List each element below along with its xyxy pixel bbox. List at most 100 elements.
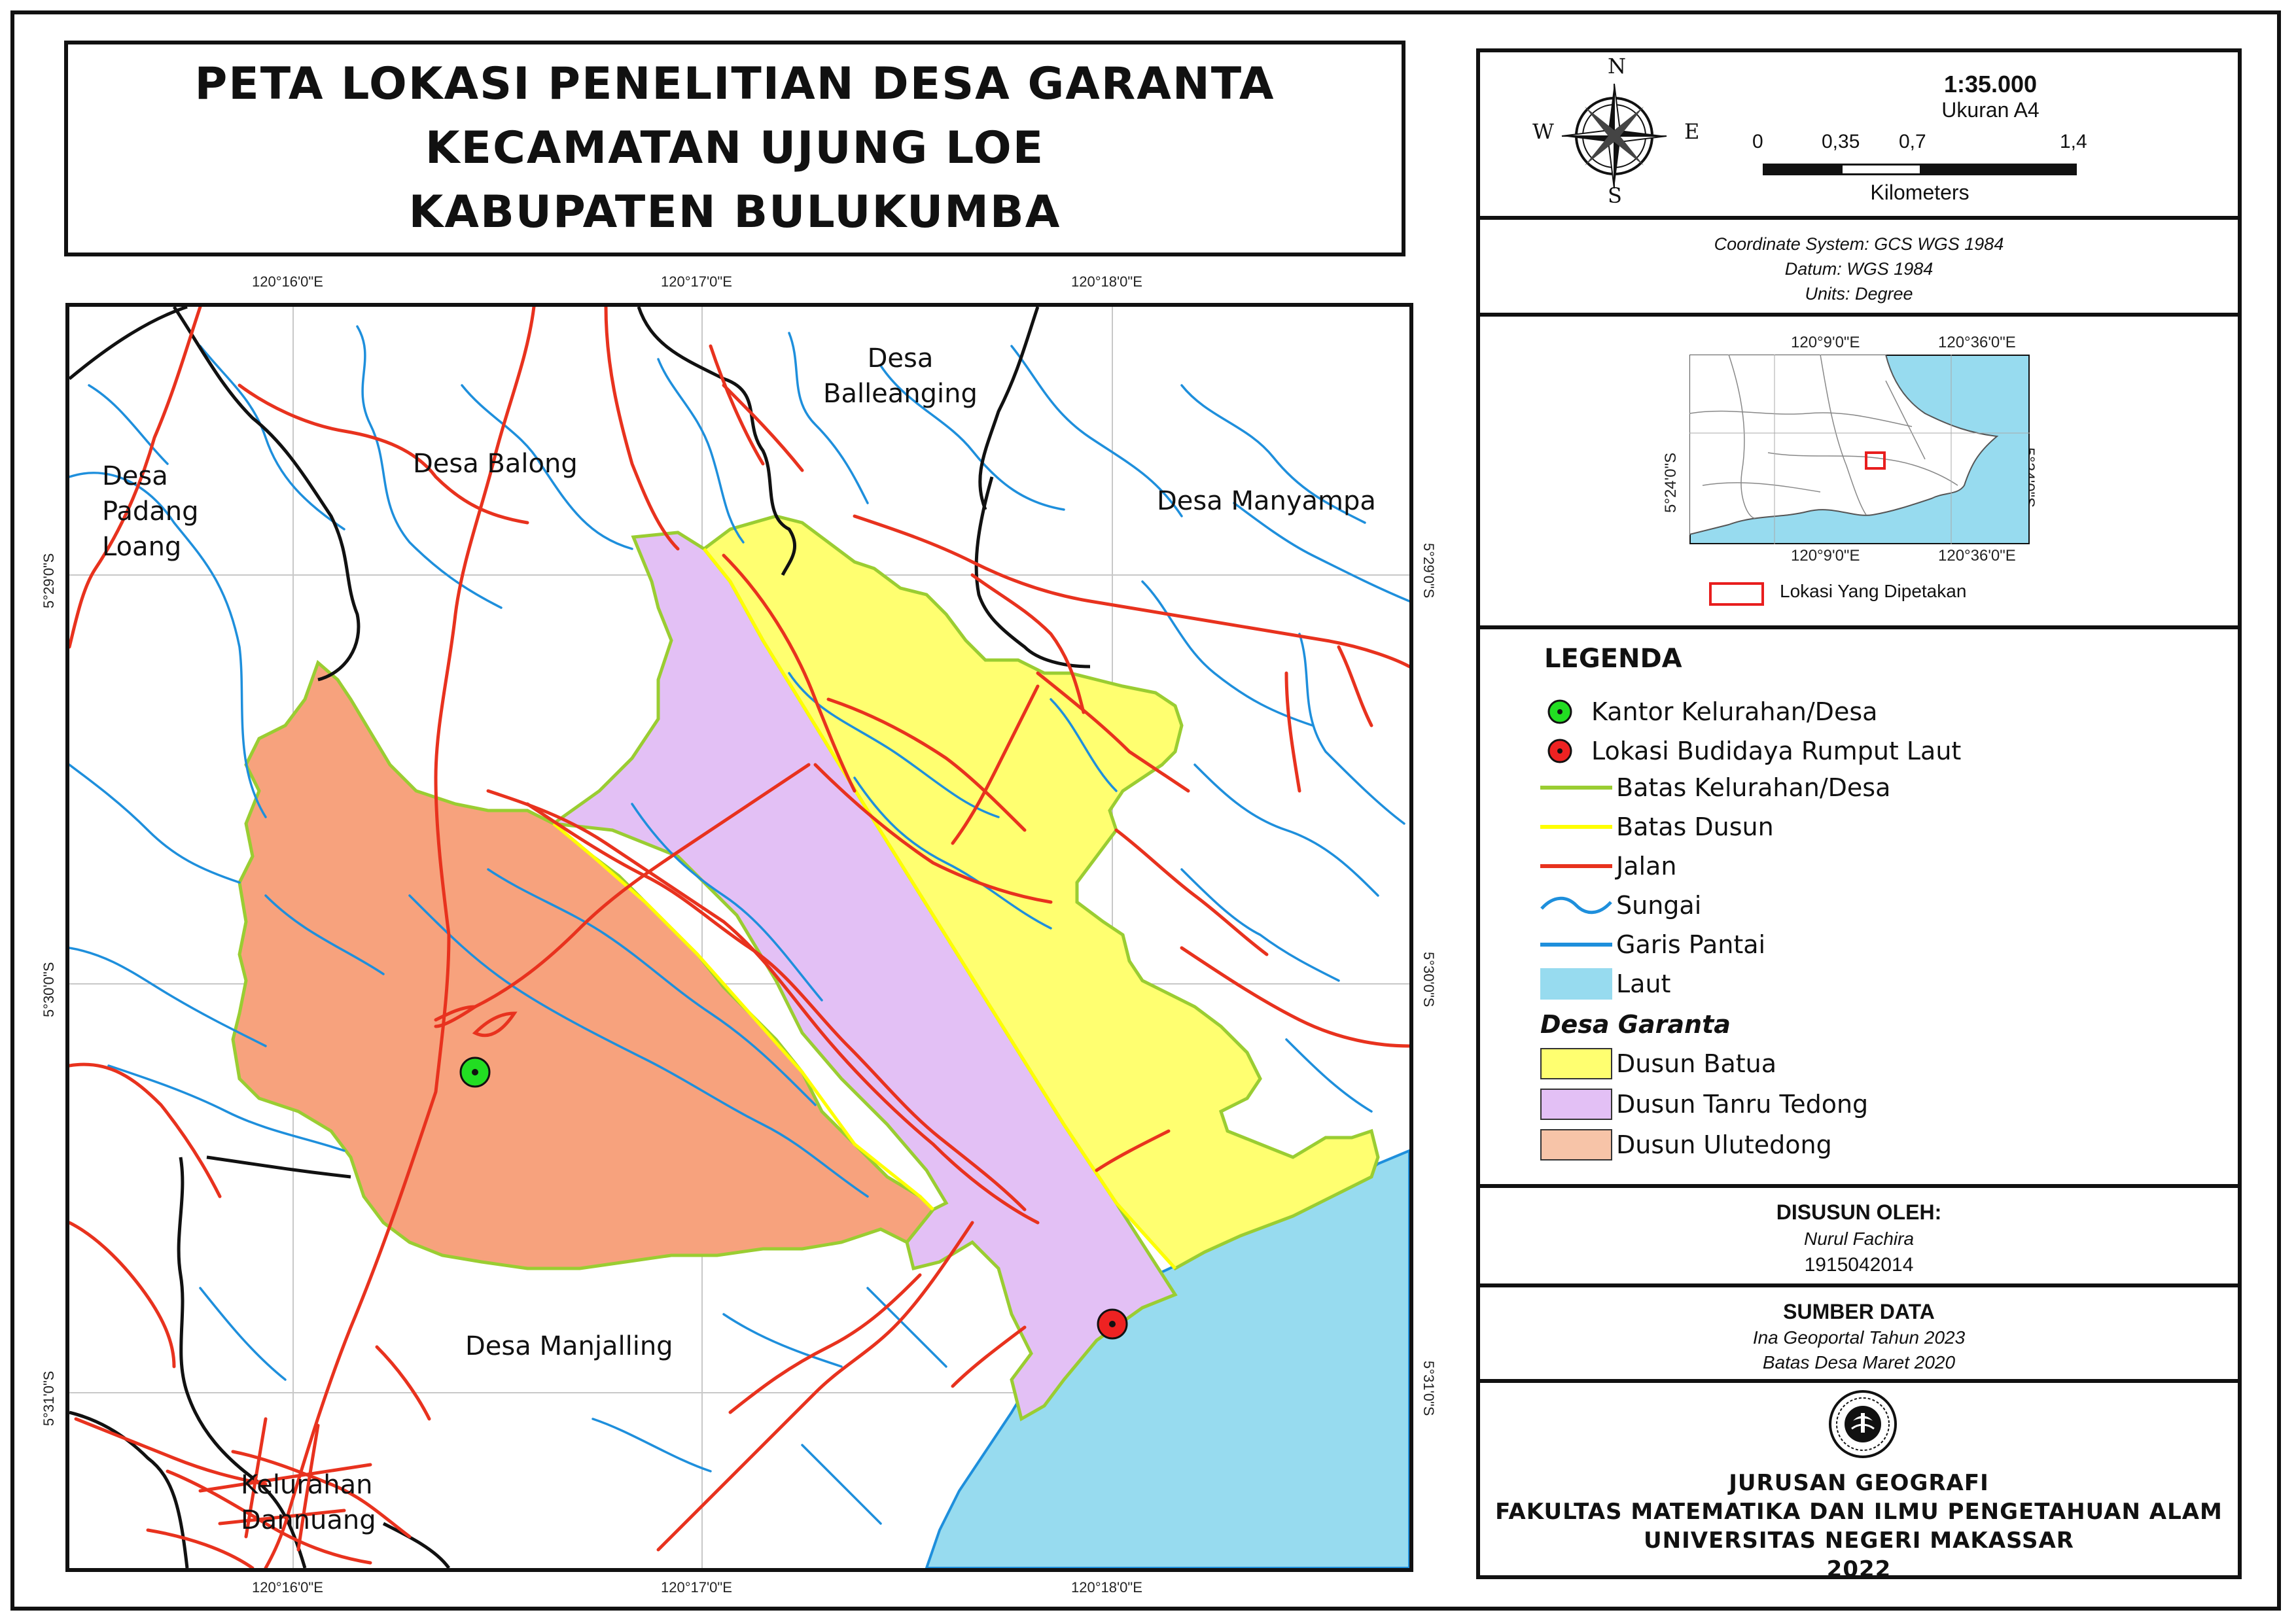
scale-unit: Kilometers	[1870, 181, 1969, 204]
source-heading: SUMBER DATA	[1783, 1300, 1935, 1323]
legend-label: Batas Dusun	[1616, 812, 1774, 841]
inset-lon-top-2: 120°36'0"E	[1938, 334, 2016, 351]
legend-item-sungai: Sungai	[1540, 887, 1701, 924]
river-lines	[69, 325, 1409, 1525]
coordinate-system-section: Coordinate System: GCS WGS 1984 Datum: W…	[1480, 220, 2238, 317]
lat-label-right-3: 5°31'0"S	[1421, 1361, 1437, 1416]
seaweed-location-marker	[1097, 1308, 1128, 1340]
legend-item-garis-pantai: Garis Pantai	[1540, 926, 1765, 963]
legend-label: Garis Pantai	[1616, 930, 1766, 959]
institution-year: 2022	[1826, 1556, 1892, 1582]
lon-label-bottom-1: 120°16'0"E	[252, 1579, 323, 1596]
legend-item-jalan: Jalan	[1540, 848, 1676, 884]
legend-item-laut: Laut	[1540, 966, 1670, 1002]
red-point-icon	[1547, 739, 1572, 763]
title-line-3: KABUPATEN BULUKUMBA	[408, 186, 1061, 238]
north-scale-section: N S W E 1:35.000 Ukuran A4 0 0,35 0,7 1,…	[1480, 52, 2238, 220]
legend-dusun-batua: Dusun Batua	[1540, 1045, 1776, 1082]
lon-label-top-3: 120°18'0"E	[1071, 273, 1142, 290]
label-line: Desa	[102, 461, 168, 491]
source-line-2: Batas Desa Maret 2020	[1762, 1352, 1956, 1372]
coord-system-line: Coordinate System: GCS WGS 1984	[1714, 234, 2004, 254]
institution-line-3: UNIVERSITAS NEGERI MAKASSAR	[1644, 1527, 2074, 1554]
legend-item-batas-desa: Batas Kelurahan/Desa	[1540, 769, 1890, 806]
lat-label-left-3: 5°31'0"S	[41, 1370, 57, 1426]
inset-legend-label: Lokasi Yang Dipetakan	[1780, 581, 1967, 601]
lat-label-right-2: 5°30'0"S	[1421, 952, 1437, 1007]
scale-tick-3: 1,4	[2060, 131, 2087, 152]
author-id: 1915042014	[1804, 1254, 1914, 1276]
label-line: Kelurahan	[241, 1470, 373, 1500]
dusun-boundary-lines	[552, 548, 1176, 1270]
title-line-1: PETA LOKASI PENELITIAN DESA GARANTA	[194, 58, 1275, 110]
scale-bar	[1763, 164, 2077, 175]
lat-label-left-2: 5°30'0"S	[41, 962, 57, 1017]
author-section: DISUSUN OLEH: Nurul Fachira 1915042014	[1480, 1188, 2238, 1287]
legend-dusun-ulutedong: Dusun Ulutedong	[1540, 1126, 1832, 1163]
west-label: W	[1532, 119, 1554, 144]
inset-map	[1689, 355, 2030, 544]
legend-item-rumput-laut: Lokasi Budidaya Rumput Laut	[1540, 733, 1961, 769]
lon-label-bottom-3: 120°18'0"E	[1071, 1579, 1142, 1596]
legend-item-batas-dusun: Batas Dusun	[1540, 809, 1774, 845]
dusun-tanru-tedong-swatch	[1540, 1089, 1612, 1120]
legend-label: Batas Kelurahan/Desa	[1616, 773, 1891, 802]
paper-size: Ukuran A4	[1941, 98, 2040, 122]
north-arrow-icon	[1561, 83, 1667, 189]
blue-line-icon	[1540, 943, 1612, 947]
dusun-batua-area	[701, 514, 1380, 1271]
inset-section: 120°9'0"E 120°36'0"E 120°9'0"E 120°36'0"…	[1480, 317, 2238, 629]
label-line: Desa	[867, 343, 934, 374]
dusun-batua-swatch	[1540, 1048, 1612, 1079]
legend-label: Dusun Batua	[1616, 1049, 1777, 1078]
legend-dusun-tanru-tedong: Dusun Tanru Tedong	[1540, 1086, 1868, 1123]
label-line: Loang	[102, 532, 182, 562]
desa-garanta-heading: Desa Garanta	[1540, 1010, 1731, 1039]
legend-label: Sungai	[1616, 891, 1702, 920]
author-heading: DISUSUN OLEH:	[1776, 1200, 1942, 1224]
label-desa-padang-loang: Desa Padang Loang	[102, 459, 198, 565]
label-kelurahan-dannuang: Kelurahan Dannuang	[241, 1467, 376, 1538]
title-line-2: KECAMATAN UJUNG LOE	[425, 122, 1045, 174]
inset-location-box	[1865, 451, 1886, 470]
scale-ratio: 1:35.000	[1943, 71, 2038, 97]
label-line: Balleanging	[823, 379, 978, 409]
legend-title: LEGENDA	[1544, 644, 1682, 674]
main-map[interactable]: Desa Padang Loang Desa Balong Desa Balle…	[65, 303, 1413, 1572]
author-name: Nurul Fachira	[1803, 1229, 1915, 1249]
title-box: PETA LOKASI PENELITIAN DESA GARANTA KECA…	[64, 41, 1405, 256]
inset-lat-left: 5°24'0"S	[1662, 452, 1680, 513]
scale-tick-2: 0,7	[1899, 131, 1926, 152]
datum-line: Datum: WGS 1984	[1784, 259, 1934, 279]
inset-legend-swatch	[1709, 582, 1764, 606]
label-desa-balleanging: Desa Balleanging	[823, 341, 978, 411]
lon-label-top-2: 120°17'0"E	[661, 273, 732, 290]
inset-lon-bottom-2: 120°36'0"E	[1938, 547, 2016, 565]
dusun-ulutedong-swatch	[1540, 1129, 1612, 1161]
inset-lon-bottom-1: 120°9'0"E	[1791, 547, 1860, 565]
source-section: SUMBER DATA Ina Geoportal Tahun 2023 Bat…	[1480, 1287, 2238, 1383]
yellow-line-icon	[1540, 825, 1612, 829]
institution-line-1: JURUSAN GEOGRAFI	[1729, 1470, 1989, 1496]
blue-wave-icon	[1540, 896, 1612, 915]
lat-label-left-1: 5°29'0"S	[41, 553, 57, 608]
legend-label: Jalan	[1616, 852, 1677, 881]
legend-label: Dusun Ulutedong	[1616, 1130, 1832, 1159]
green-point-icon	[1547, 699, 1572, 724]
label-desa-manyampa: Desa Manyampa	[1157, 486, 1376, 516]
legend-label: Laut	[1616, 969, 1671, 998]
institution-line-2: FAKULTAS MATEMATIKA DAN ILMU PENGETAHUAN…	[1495, 1499, 2223, 1525]
side-panel: N S W E 1:35.000 Ukuran A4 0 0,35 0,7 1,…	[1476, 48, 2242, 1582]
legend-item-kantor: Kantor Kelurahan/Desa	[1540, 693, 1877, 730]
legend-label: Kantor Kelurahan/Desa	[1591, 697, 1878, 726]
south-label: S	[1608, 183, 1622, 208]
legend-section: LEGENDA Kantor Kelurahan/Desa Lokasi Bud…	[1480, 629, 2238, 1188]
inset-lon-top-1: 120°9'0"E	[1791, 334, 1860, 351]
lat-label-right-1: 5°29'0"S	[1421, 543, 1437, 599]
scale-tick-1: 0,35	[1822, 131, 1860, 152]
road-lines	[69, 307, 1409, 1568]
red-line-icon	[1540, 864, 1612, 868]
lon-label-top-1: 120°16'0"E	[252, 273, 323, 290]
lon-label-bottom-2: 120°17'0"E	[661, 1579, 732, 1596]
green-line-icon	[1540, 786, 1612, 790]
